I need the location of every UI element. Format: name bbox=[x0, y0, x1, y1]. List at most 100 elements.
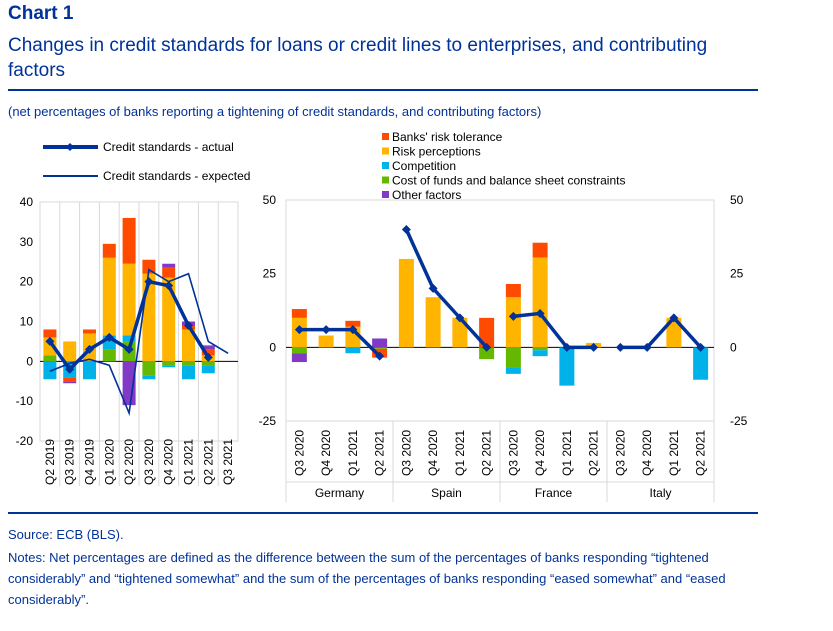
country-group-label: Italy bbox=[649, 486, 671, 500]
italy-actual-marker bbox=[696, 342, 706, 352]
bar-other_factors-ea-1 bbox=[63, 381, 77, 384]
bar-risk_perceptions-ea-4 bbox=[122, 263, 136, 336]
ea-x-tick-label: Q2 2020 bbox=[122, 439, 136, 485]
legend-competition-swatch bbox=[382, 162, 389, 169]
bar-risk_tolerance-germany-2 bbox=[345, 320, 361, 327]
legend-cost_of_funds-label: Cost of funds and balance sheet constrai… bbox=[392, 174, 625, 188]
bar-competition-italy-3 bbox=[693, 347, 709, 380]
bar-risk_perceptions-france-0 bbox=[505, 297, 521, 348]
france-x-tick-label: Q3 2020 bbox=[506, 430, 520, 476]
italy-actual-marker bbox=[615, 342, 625, 352]
bar-cost_of_funds-ea-5 bbox=[142, 361, 156, 376]
ea-x-tick-label: Q3 2019 bbox=[63, 439, 77, 485]
ea-y-tick-label: 0 bbox=[26, 354, 33, 368]
countries-y-tick-label-left: 50 bbox=[263, 193, 277, 207]
bar-risk_perceptions-france-1 bbox=[532, 257, 548, 348]
ea-x-tick-label: Q4 2020 bbox=[162, 439, 176, 485]
legend-risk_tolerance-swatch bbox=[382, 133, 389, 140]
germany-x-tick-label: Q4 2020 bbox=[319, 430, 333, 476]
germany-actual-line bbox=[299, 327, 381, 358]
germany-x-tick-label: Q2 2021 bbox=[373, 430, 387, 476]
ea-x-tick-label: Q2 2019 bbox=[43, 439, 57, 485]
france-actual-marker bbox=[535, 308, 545, 318]
legend-expected-label: Credit standards - expected bbox=[103, 169, 250, 183]
italy-x-tick-label: Q2 2021 bbox=[694, 430, 708, 476]
bar-competition-ea-5 bbox=[142, 375, 156, 380]
bar-cost_of_funds-ea-6 bbox=[162, 361, 176, 366]
bar-cost_of_funds-ea-8 bbox=[201, 361, 215, 366]
bar-cost_of_funds-france-0 bbox=[505, 347, 521, 368]
chart-title: Changes in credit standards for loans or… bbox=[8, 35, 708, 81]
bar-competition-france-1 bbox=[532, 350, 548, 357]
bar-risk_perceptions-spain-1 bbox=[425, 297, 441, 348]
legend-actual-label: Credit standards - actual bbox=[103, 140, 234, 154]
ea-actual-marker bbox=[104, 332, 114, 342]
ea-x-tick-label: Q2 2021 bbox=[201, 439, 215, 485]
chart-subtitle: (net percentages of banks reporting a ti… bbox=[8, 104, 542, 119]
ea-actual-marker bbox=[203, 352, 213, 362]
legend-risk_perceptions-label: Risk perceptions bbox=[392, 145, 481, 159]
country-group-label: Spain bbox=[431, 486, 462, 500]
bar-risk_tolerance-ea-5 bbox=[142, 259, 156, 274]
bar-risk_perceptions-germany-1 bbox=[318, 335, 334, 348]
countries-y-tick-label-left: 0 bbox=[269, 340, 276, 354]
countries-y-tick-label-left: -25 bbox=[259, 414, 277, 428]
spain-x-tick-label: Q2 2021 bbox=[480, 430, 494, 476]
bar-risk_tolerance-france-1 bbox=[532, 242, 548, 258]
bar-competition-ea-4 bbox=[122, 335, 136, 342]
chart-area: Credit standards - actual Credit standard… bbox=[16, 130, 748, 502]
bar-competition-ea-6 bbox=[162, 365, 176, 368]
bar-other_factors-germany-3 bbox=[372, 338, 388, 348]
footer-divider bbox=[8, 512, 758, 514]
countries-y-tick-label-right: 25 bbox=[730, 267, 744, 281]
bar-competition-ea-2 bbox=[83, 361, 96, 380]
legend-competition-label: Competition bbox=[392, 159, 456, 173]
france-actual-marker bbox=[508, 311, 518, 321]
legend-risk_perceptions-swatch bbox=[382, 147, 389, 155]
ea-actual-marker bbox=[184, 320, 193, 330]
countries-y-tick-label-right: 0 bbox=[730, 340, 737, 354]
bar-risk_perceptions-ea-7 bbox=[182, 329, 195, 362]
legend-other_factors-swatch bbox=[382, 191, 389, 198]
header-divider bbox=[8, 89, 758, 91]
ea-x-tick-label: Q3 2021 bbox=[221, 439, 235, 485]
ea-y-tick-label: -20 bbox=[16, 434, 34, 448]
germany-actual-marker bbox=[375, 351, 385, 361]
spain-x-tick-label: Q1 2021 bbox=[453, 430, 467, 476]
source-text: Source: ECB (BLS). bbox=[8, 527, 124, 542]
bar-cost_of_funds-spain-3 bbox=[479, 347, 495, 360]
germany-actual-marker bbox=[294, 325, 304, 335]
germany-actual-marker bbox=[348, 325, 358, 335]
bar-competition-france-0 bbox=[505, 367, 521, 374]
legend-actual-marker bbox=[66, 143, 74, 151]
ea-x-tick-label: Q1 2020 bbox=[102, 439, 116, 485]
bar-risk_perceptions-spain-0 bbox=[398, 258, 414, 348]
france-x-tick-label: Q4 2020 bbox=[533, 430, 547, 476]
country-group-label: France bbox=[535, 486, 573, 500]
ea-actual-marker bbox=[164, 281, 174, 291]
bar-risk_perceptions-ea-1 bbox=[63, 341, 77, 362]
bar-risk_perceptions-italy-2 bbox=[666, 317, 682, 348]
italy-actual-marker bbox=[669, 313, 679, 323]
ea-actual-marker bbox=[65, 364, 75, 374]
italy-x-tick-label: Q3 2020 bbox=[613, 430, 627, 476]
france-x-tick-label: Q2 2021 bbox=[587, 430, 601, 476]
italy-x-tick-label: Q4 2020 bbox=[640, 430, 654, 476]
germany-x-tick-label: Q3 2020 bbox=[292, 430, 306, 476]
ea-y-tick-label: -10 bbox=[16, 394, 34, 408]
bar-competition-france-2 bbox=[559, 347, 575, 386]
ea-actual-marker bbox=[85, 344, 94, 354]
bar-cost_of_funds-ea-0 bbox=[43, 355, 57, 362]
bar-risk_perceptions-ea-6 bbox=[162, 277, 176, 362]
ea-x-tick-label: Q3 2020 bbox=[142, 439, 156, 485]
bar-cost_of_funds-ea-3 bbox=[102, 349, 116, 362]
italy-actual-marker bbox=[642, 342, 652, 352]
spain-x-tick-label: Q4 2020 bbox=[426, 430, 440, 476]
france-actual-marker bbox=[562, 342, 572, 352]
bar-cost_of_funds-france-1 bbox=[532, 347, 548, 351]
ea-x-tick-label: Q1 2021 bbox=[182, 439, 196, 485]
bar-risk_tolerance-ea-8 bbox=[201, 349, 215, 356]
bar-other_factors-germany-0 bbox=[291, 353, 307, 363]
bar-risk_tolerance-ea-2 bbox=[83, 329, 96, 334]
bar-risk_tolerance-ea-0 bbox=[43, 329, 57, 338]
